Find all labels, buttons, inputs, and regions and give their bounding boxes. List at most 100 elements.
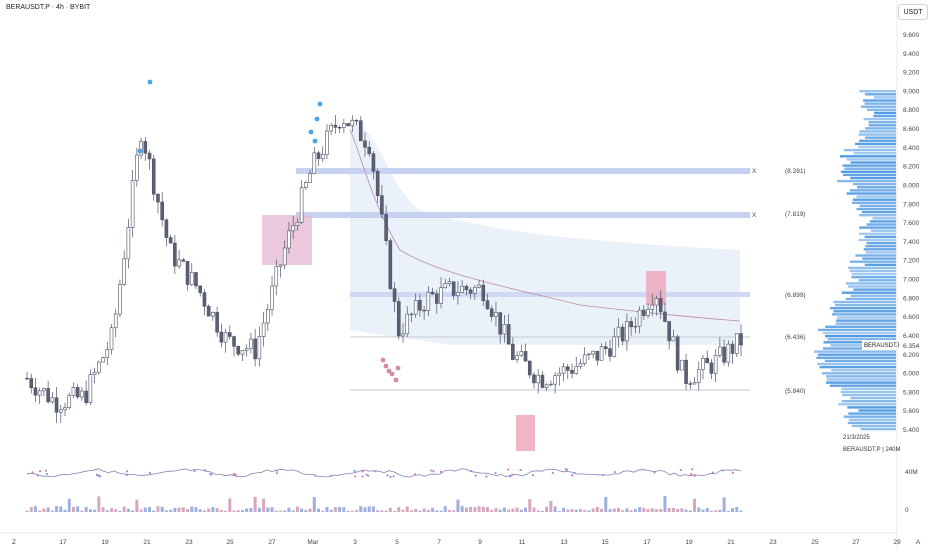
volume-bar — [515, 507, 519, 512]
time-tick-label: 17 — [59, 539, 67, 546]
oscillator-dot — [98, 475, 102, 478]
volume-bar — [371, 506, 375, 512]
oscillator-dot — [193, 469, 196, 473]
price-tick-label: 6.800 — [903, 295, 920, 302]
profile-bar — [843, 415, 896, 418]
candle-body — [561, 366, 566, 374]
candle-body — [278, 264, 283, 267]
volume-bar — [671, 508, 675, 512]
volume-bar — [486, 507, 490, 512]
profile-bar — [869, 220, 896, 223]
candle-body — [337, 126, 342, 129]
candle-body — [384, 213, 388, 241]
profile-bar — [851, 424, 896, 428]
oscillator-dot — [204, 469, 207, 472]
volume-bar — [464, 507, 468, 512]
volume-bar — [498, 509, 502, 512]
profile-bar — [837, 316, 896, 319]
price-tick-label: 8.400 — [903, 145, 920, 152]
oscillator-dot — [731, 471, 734, 474]
candle-body — [565, 366, 570, 371]
profile-date: 21/3/2025 — [843, 435, 870, 441]
volume-bar — [291, 510, 295, 512]
profile-bar — [821, 372, 896, 375]
level-label-5840: (5.840) — [785, 388, 806, 395]
profile-bar — [863, 99, 896, 102]
volume-bar — [67, 498, 71, 512]
profile-bar — [873, 114, 896, 118]
candle-body — [363, 140, 367, 148]
candle-body — [304, 182, 308, 188]
oscillator-axis-label: 40M — [905, 469, 918, 476]
volume-bar — [295, 506, 299, 512]
profile-bar — [840, 390, 896, 394]
profile-bar — [837, 179, 896, 183]
candle-body — [460, 285, 464, 293]
price-axis[interactable]: 9.600 9.400 9.200 9.000 8.800 8.600 8.400 8.200… — [903, 32, 920, 434]
price-tick-label: 5.400 — [903, 427, 920, 434]
bearish-signal-marker — [395, 365, 401, 371]
profile-bar — [845, 282, 896, 285]
candle-body — [557, 372, 562, 377]
profile-bar — [846, 192, 896, 195]
volume-bar — [490, 509, 494, 512]
candle-body — [396, 301, 401, 337]
profile-bar — [856, 207, 896, 211]
price-tick-label: 5.800 — [903, 389, 920, 396]
oscillator-dot — [275, 472, 278, 475]
volume-bar — [118, 510, 122, 512]
oscillator-dot — [613, 470, 617, 474]
candle-body — [168, 237, 173, 244]
candle-body — [443, 283, 448, 288]
time-axis[interactable]: Z 17 19 21 23 25 27 Mar 3 5 7 9 11 13 15 17 19 21 23 25 27 29… — [12, 539, 921, 546]
profile-bar — [865, 136, 896, 139]
volume-bar — [629, 510, 633, 512]
candle-body — [435, 293, 439, 304]
candle-body — [181, 259, 186, 262]
oscillator-dot — [693, 474, 696, 477]
profile-bar — [865, 127, 896, 130]
profile-bar — [866, 223, 896, 226]
candle-body — [109, 327, 114, 350]
bearish-signal-marker — [393, 377, 399, 383]
candle-body — [173, 242, 177, 267]
volume-bar — [578, 508, 582, 512]
volume-bar — [608, 509, 612, 512]
volume-bar — [253, 496, 257, 512]
candle-body — [591, 350, 595, 355]
volume-bar — [325, 507, 329, 512]
candle-body — [232, 336, 236, 347]
candle-body — [143, 141, 148, 154]
volume-bar — [59, 506, 63, 512]
oscillator-dot — [509, 475, 512, 478]
volume-bar — [731, 508, 735, 512]
volume-bar — [177, 507, 181, 512]
candle-body — [266, 309, 270, 324]
candle-body — [50, 397, 55, 403]
profile-bar — [826, 375, 896, 378]
candle-body — [316, 152, 321, 159]
oscillator-dot — [573, 471, 576, 475]
time-tick-label: 27 — [268, 539, 276, 546]
volume-bar — [126, 508, 130, 512]
volume-bar — [409, 510, 413, 512]
candle-body — [684, 359, 688, 384]
volume-bar — [321, 510, 325, 512]
time-tick-label: 21 — [727, 539, 735, 546]
time-tick-label: 7 — [437, 539, 441, 546]
candle-body — [223, 332, 228, 343]
volume-bar — [709, 510, 713, 512]
currency-unit-button[interactable]: USDT — [898, 4, 928, 20]
bullish-signal-marker — [308, 129, 314, 135]
volume-bar — [139, 509, 143, 512]
time-tick-label: 19 — [685, 539, 693, 546]
profile-bar — [819, 365, 896, 369]
oscillator-dot — [44, 469, 47, 472]
profile-name: BERAUSDT.P | 240M — [843, 447, 900, 453]
profile-bar — [858, 214, 896, 217]
candle-body — [42, 388, 46, 392]
volume-bar — [109, 508, 113, 512]
candle-body — [692, 382, 697, 385]
